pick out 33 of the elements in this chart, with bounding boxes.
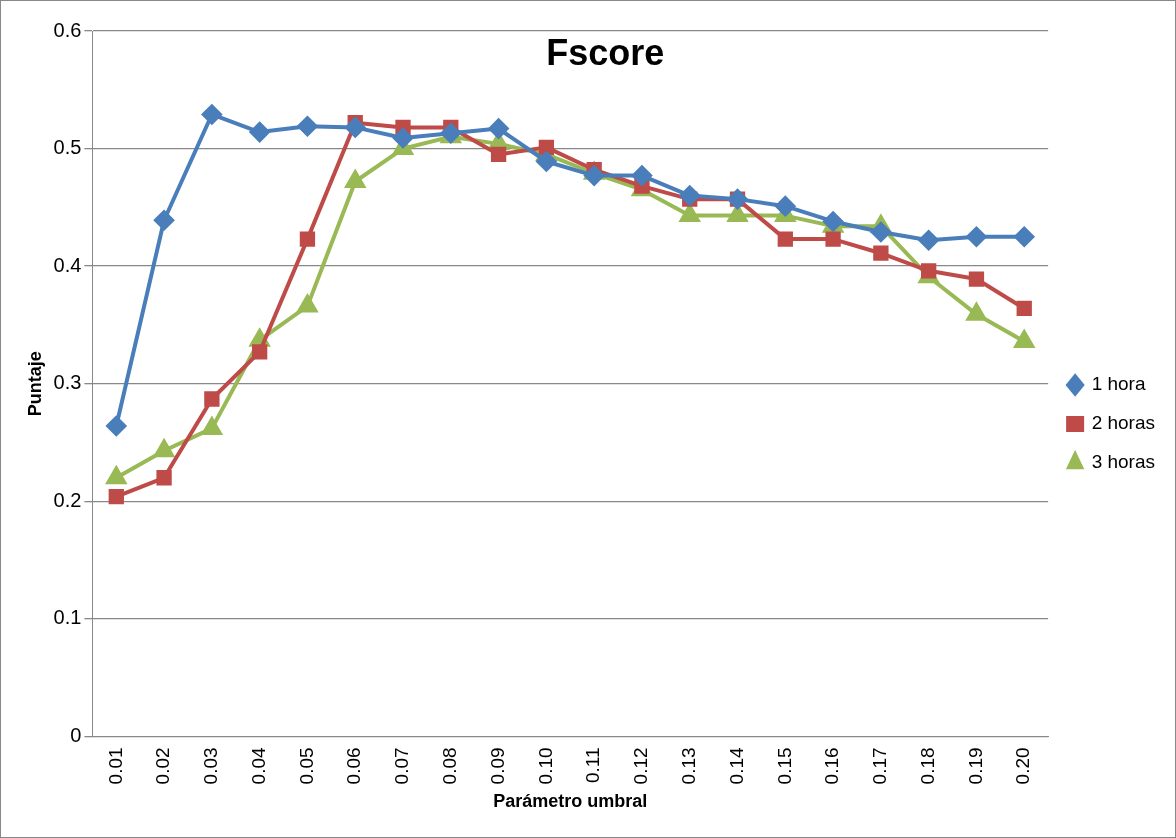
x-axis-title: Parámetro umbral: [493, 791, 648, 812]
y-tick-label: 0: [70, 723, 82, 746]
chart-title: Fscore: [546, 31, 665, 73]
x-tick-label: 0.01: [104, 747, 126, 785]
x-tick-label: 0.16: [821, 747, 843, 785]
x-tick-label: 0.09: [486, 747, 508, 785]
y-tick-label: 0.2: [53, 488, 82, 511]
y-tick-label: 0.4: [53, 253, 82, 276]
x-tick-label: 0.05: [295, 747, 317, 785]
x-tick-label: 0.06: [343, 747, 365, 785]
x-tick-label: 0.04: [247, 746, 269, 785]
x-tick-label: 0.18: [916, 747, 938, 785]
x-tick-label: 0.12: [630, 747, 652, 785]
x-tick-label: 0.03: [200, 747, 222, 785]
y-tick-label: 0.1: [53, 606, 82, 629]
y-tick-label: 0.5: [53, 136, 82, 159]
x-tick-label: 0.20: [1012, 747, 1034, 785]
legend-label: 2 horas: [1091, 412, 1155, 434]
y-tick-label: 0.6: [53, 18, 82, 41]
x-tick-label: 0.13: [677, 747, 699, 785]
x-tick-label: 0.15: [773, 747, 795, 785]
x-tick-label: 0.07: [391, 747, 413, 785]
x-tick-label: 0.19: [964, 747, 986, 785]
x-tick-label: 0.08: [439, 747, 461, 785]
legend-label: 3 horas: [1091, 451, 1155, 473]
y-tick-label: 0.3: [53, 371, 82, 394]
legend-label: 1 hora: [1091, 373, 1146, 395]
x-tick-label: 0.11: [582, 747, 604, 783]
x-tick-label: 0.10: [534, 747, 556, 785]
y-axis-title: Puntaje: [24, 351, 45, 417]
x-tick-label: 0.14: [725, 746, 747, 785]
x-tick-label: 0.17: [869, 747, 891, 785]
x-tick-label: 0.02: [152, 747, 174, 785]
